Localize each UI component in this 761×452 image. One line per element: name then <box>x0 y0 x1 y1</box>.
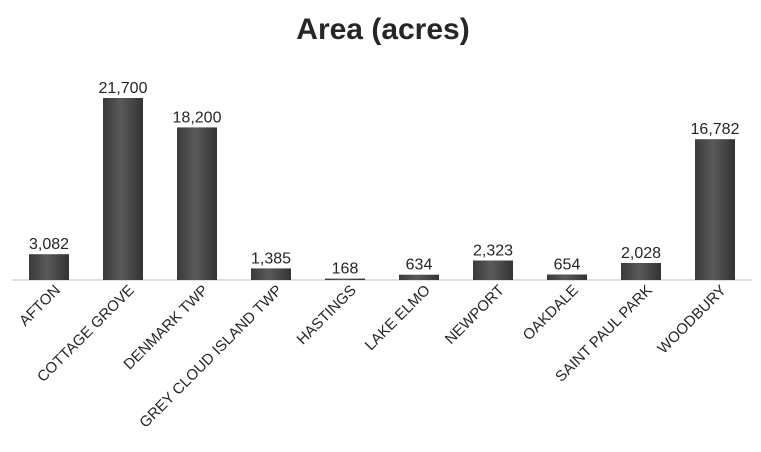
bars-group <box>29 98 735 281</box>
bar-6 <box>473 260 513 280</box>
x-tick-label-7: OAKDALE <box>520 282 582 344</box>
data-label-4: 168 <box>332 261 359 278</box>
bar-1 <box>103 98 143 280</box>
x-tick-label-3: GREY CLOUD ISLAND TWP <box>136 282 286 432</box>
data-label-5: 634 <box>406 257 433 274</box>
bar-0 <box>29 254 69 280</box>
bar-8 <box>621 263 661 280</box>
data-label-9: 16,782 <box>691 121 740 138</box>
x-tick-label-5: LAKE ELMO <box>362 282 434 354</box>
x-tick-label-4: HASTINGS <box>294 282 360 348</box>
data-label-8: 2,028 <box>621 245 661 262</box>
x-tick-label-9: WOODBURY <box>654 282 729 357</box>
x-tick-label-6: NEWPORT <box>442 282 508 348</box>
data-labels-group: 3,082 21,700 18,200 1,385 168 634 2,323 654 2,02… <box>29 80 740 278</box>
data-label-2: 18,200 <box>173 109 222 126</box>
bar-4 <box>325 278 365 280</box>
bar-3 <box>251 268 291 280</box>
data-label-1: 21,700 <box>99 80 148 97</box>
data-label-3: 1,385 <box>251 250 291 267</box>
bar-7 <box>547 274 587 280</box>
bar-2 <box>177 127 217 281</box>
bar-9 <box>695 139 735 280</box>
data-label-7: 654 <box>554 257 581 274</box>
chart-title: Area (acres) <box>296 13 469 46</box>
data-label-6: 2,323 <box>473 243 513 260</box>
bar-5 <box>399 274 439 280</box>
data-label-0: 3,082 <box>29 236 69 253</box>
x-tick-label-0: AFTON <box>16 282 64 330</box>
